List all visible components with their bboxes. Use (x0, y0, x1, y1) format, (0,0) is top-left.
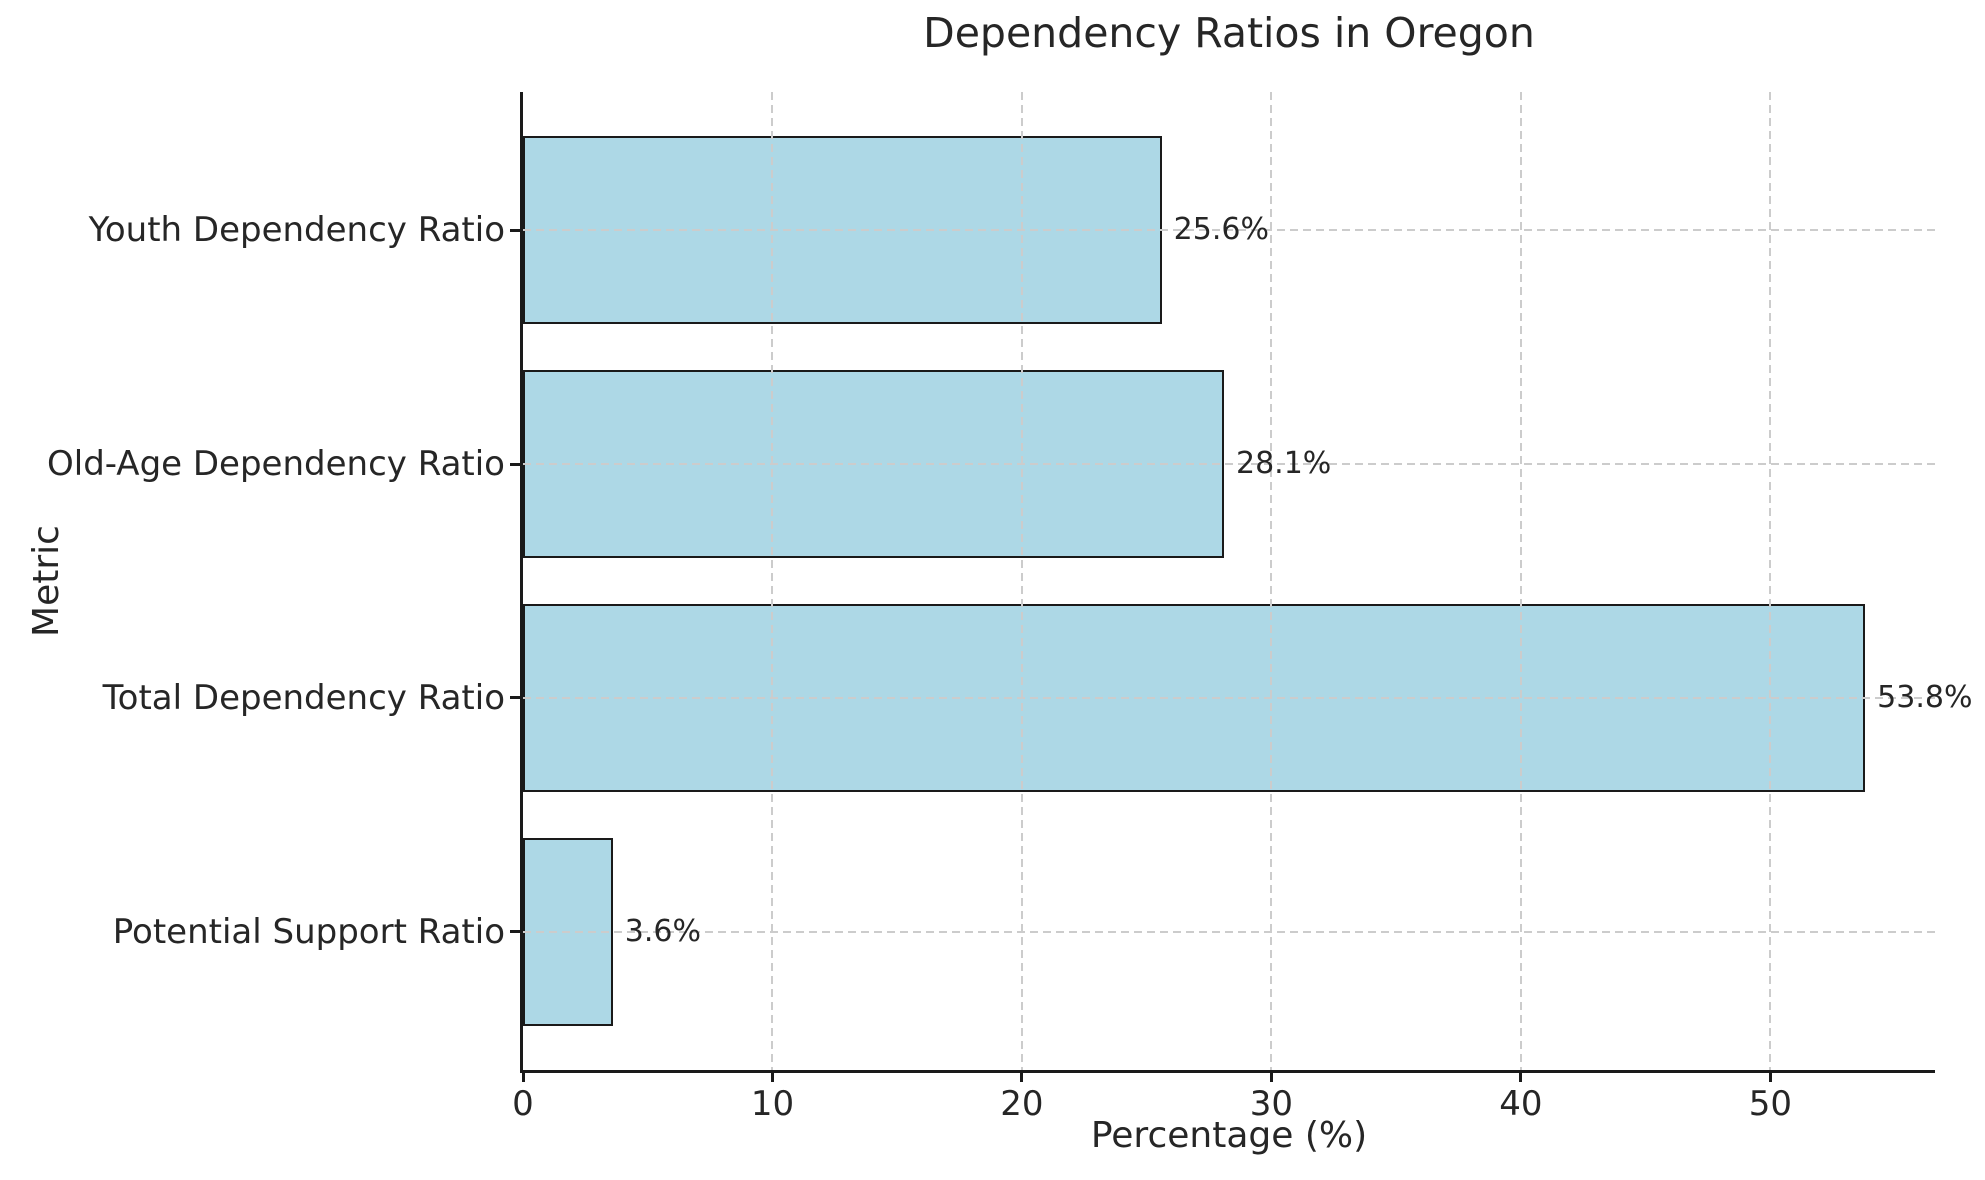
x-tick-mark (770, 1073, 774, 1082)
x-axis-label: Percentage (%) (1090, 1115, 1368, 1156)
y-gridline (523, 463, 1935, 465)
x-tick-label: 30 (1249, 1084, 1294, 1124)
x-tick-mark (521, 1073, 525, 1082)
y-tick-mark (510, 462, 520, 466)
bar-value-label: 3.6% (624, 913, 702, 949)
x-gridline (1519, 92, 1522, 1070)
y-tick-mark (510, 228, 520, 232)
y-gridline (523, 696, 1935, 699)
bar-value-label: 25.6% (1173, 212, 1269, 248)
x-tick-mark (1269, 1073, 1273, 1082)
x-gridline (1769, 92, 1772, 1070)
y-gridline (523, 229, 1935, 232)
x-tick-label: 50 (1748, 1084, 1792, 1124)
x-tick-label: 0 (512, 1084, 534, 1124)
bar-value-label: 53.8% (1877, 679, 1973, 715)
chart-title: Dependency Ratios in Oregon (923, 9, 1535, 57)
x-gridline (1270, 92, 1273, 1070)
x-tick-mark (1519, 1073, 1523, 1082)
category-tick-label: Youth Dependency Ratio (88, 210, 505, 251)
y-axis-label: Metric (26, 525, 67, 637)
category-tick-label: Total Dependency Ratio (102, 677, 505, 718)
x-axis-spine (520, 1070, 1935, 1073)
y-gridline (523, 930, 1935, 933)
x-gridline (771, 92, 774, 1070)
y-tick-mark (510, 930, 520, 934)
bar-value-label: 28.1% (1236, 446, 1332, 481)
x-tick-label: 10 (750, 1084, 795, 1124)
category-tick-label: Old-Age Dependency Ratio (47, 444, 505, 484)
x-tick-mark (1020, 1073, 1024, 1082)
x-tick-label: 40 (1499, 1084, 1543, 1124)
plot-area (510, 92, 1935, 1082)
x-gridline (1020, 92, 1023, 1070)
x-tick-mark (1768, 1073, 1772, 1082)
y-axis-spine (520, 92, 523, 1073)
y-tick-mark (510, 696, 520, 700)
x-tick-label: 20 (1000, 1084, 1044, 1124)
category-tick-label: Potential Support Ratio (112, 911, 505, 952)
